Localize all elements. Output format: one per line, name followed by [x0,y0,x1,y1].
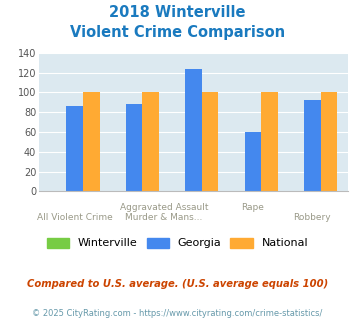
Bar [126,104,142,191]
Legend: Winterville, Georgia, National: Winterville, Georgia, National [43,233,312,253]
Bar [261,92,278,191]
Text: All Violent Crime: All Violent Crime [37,213,113,222]
Text: © 2025 CityRating.com - https://www.cityrating.com/crime-statistics/: © 2025 CityRating.com - https://www.city… [32,309,323,317]
Text: Rape: Rape [241,203,264,212]
Bar [66,106,83,191]
Bar [304,100,321,191]
Bar [142,92,159,191]
Text: Violent Crime Comparison: Violent Crime Comparison [70,25,285,40]
Bar [185,69,202,191]
Text: 2018 Winterville: 2018 Winterville [109,5,246,20]
Bar [321,92,337,191]
Bar [245,132,261,191]
Bar [202,92,218,191]
Bar [83,92,100,191]
Text: Aggravated Assault: Aggravated Assault [120,203,208,212]
Text: Murder & Mans...: Murder & Mans... [125,213,202,222]
Text: Robbery: Robbery [294,213,331,222]
Text: Compared to U.S. average. (U.S. average equals 100): Compared to U.S. average. (U.S. average … [27,279,328,289]
